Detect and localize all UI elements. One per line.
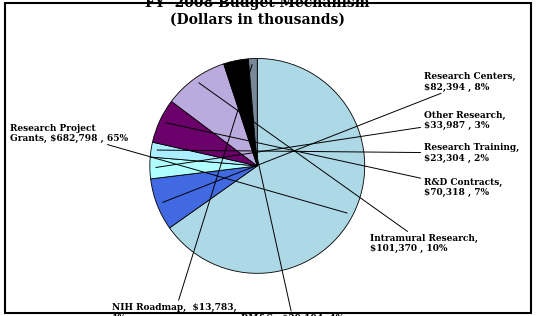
Text: R&D Contracts,
$70,318 , 7%: R&D Contracts, $70,318 , 7% [166,123,502,197]
Text: NIH Roadmap,  $13,783,
1%: NIH Roadmap, $13,783, 1% [112,64,252,316]
Text: Intramural Research,
$101,370 , 10%: Intramural Research, $101,370 , 10% [199,83,478,253]
Wedge shape [150,157,257,179]
Text: Research Project
Grants, $682,798 , 65%: Research Project Grants, $682,798 , 65% [10,124,347,213]
Text: Research Training,
$23,304 , 2%: Research Training, $23,304 , 2% [157,143,519,163]
Text: Research Centers,
$82,394 , 8%: Research Centers, $82,394 , 8% [162,72,516,203]
Wedge shape [151,166,257,228]
Wedge shape [150,142,257,166]
Wedge shape [248,58,257,166]
Text: RM&S,  $39,194, 4%: RM&S, $39,194, 4% [237,66,345,316]
Title: FY  2008 Budget Mechanism
(Dollars in thousands): FY 2008 Budget Mechanism (Dollars in tho… [145,0,369,26]
Wedge shape [153,101,257,166]
Text: Other Research,
$33,987 , 3%: Other Research, $33,987 , 3% [156,111,505,167]
Wedge shape [172,64,257,166]
Wedge shape [224,59,257,166]
Wedge shape [169,58,364,273]
